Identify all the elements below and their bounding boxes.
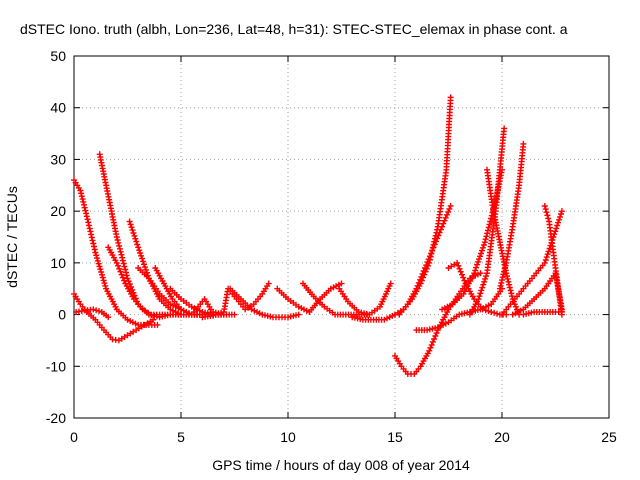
series-markers — [392, 94, 454, 318]
series-24 — [496, 140, 527, 292]
series-markers — [413, 285, 505, 334]
series-markers — [152, 265, 217, 318]
series-markers — [73, 306, 112, 321]
chart-title: dSTEC Iono. truth (albh, Lon=236, Lat=48… — [20, 21, 568, 37]
series-markers — [541, 203, 565, 318]
x-tick-label: 10 — [280, 429, 296, 445]
series-markers — [227, 285, 302, 321]
series-markers — [274, 280, 345, 315]
series-markers — [439, 166, 505, 313]
y-axis-label: dSTEC / TECUs — [4, 186, 20, 288]
series-7 — [152, 265, 217, 318]
series-markers — [396, 202, 454, 318]
series-markers — [188, 296, 214, 318]
series-4 — [105, 244, 184, 318]
y-tick-label: 20 — [50, 203, 66, 219]
series-16 — [392, 94, 454, 318]
series-14 — [336, 280, 394, 318]
series-0 — [71, 177, 161, 328]
series-27 — [541, 203, 565, 318]
series-markers — [520, 308, 565, 318]
grid-lines — [74, 56, 609, 418]
y-tick-label: 30 — [50, 151, 66, 167]
x-tick-label: 25 — [601, 429, 617, 445]
series-17 — [396, 202, 454, 318]
series-5 — [126, 218, 238, 318]
series-markers — [71, 177, 161, 328]
series-28 — [520, 308, 565, 318]
series-3 — [96, 151, 206, 321]
series-markers — [126, 218, 238, 318]
y-tick-label: 40 — [50, 100, 66, 116]
series-markers — [336, 280, 394, 318]
plot-area-frame — [73, 55, 610, 419]
y-tick-label: 0 — [58, 307, 66, 323]
series-21 — [439, 166, 505, 313]
x-axis-ticks: 0 5 10 15 20 25 — [70, 56, 617, 445]
series-19 — [413, 285, 505, 334]
y-tick-label: -10 — [46, 358, 66, 374]
series-12 — [274, 280, 345, 315]
x-tick-label: 20 — [494, 429, 510, 445]
series-markers — [349, 311, 398, 323]
series-markers — [71, 290, 157, 344]
x-tick-label: 0 — [70, 429, 78, 445]
x-tick-label: 15 — [387, 429, 403, 445]
series-11 — [227, 285, 302, 321]
series-markers — [105, 244, 184, 318]
series-1 — [71, 290, 157, 344]
series-markers — [96, 151, 206, 321]
series-9 — [188, 296, 214, 318]
y-tick-label: -20 — [46, 410, 66, 426]
series-15 — [349, 311, 398, 323]
x-tick-label: 5 — [177, 429, 185, 445]
data-series — [71, 94, 565, 377]
y-axis-ticks: -20 -10 0 10 20 30 40 50 — [46, 48, 609, 426]
series-markers — [496, 140, 527, 292]
series-2 — [73, 306, 112, 321]
y-tick-label: 10 — [50, 255, 66, 271]
x-axis-label: GPS time / hours of day 008 of year 2014 — [212, 457, 470, 473]
y-tick-label: 50 — [50, 48, 66, 64]
